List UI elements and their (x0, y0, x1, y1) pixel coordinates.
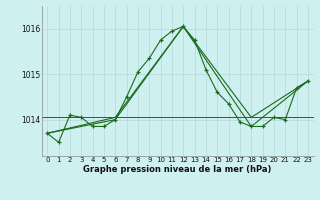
X-axis label: Graphe pression niveau de la mer (hPa): Graphe pression niveau de la mer (hPa) (84, 165, 272, 174)
